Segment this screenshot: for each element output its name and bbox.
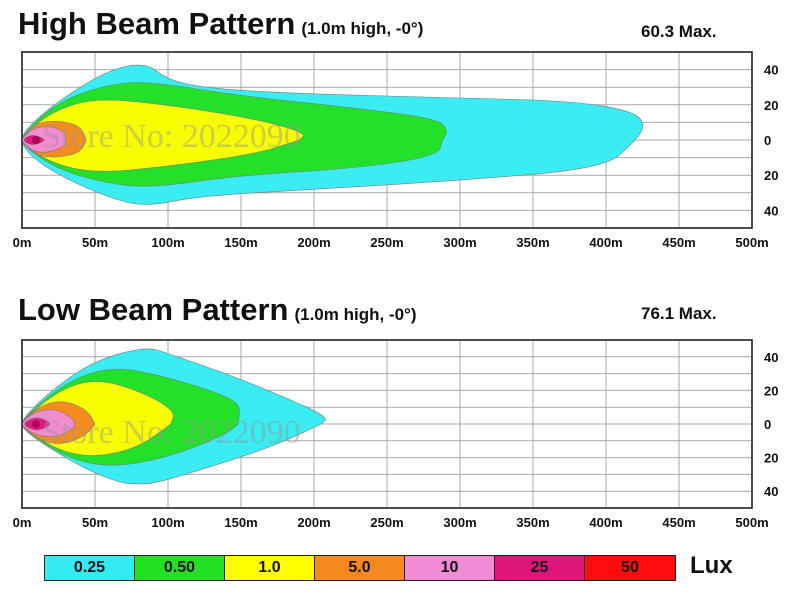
max-annotation-low: 76.1 Max.: [641, 304, 717, 323]
chart-title-text: Low Beam Pattern: [18, 292, 289, 327]
x-tick-label: 150m: [224, 235, 257, 250]
y-tick-label: 40: [764, 484, 778, 499]
x-tick-label: 250m: [370, 235, 403, 250]
x-tick-label: 50m: [82, 235, 108, 250]
x-tick-label: 300m: [443, 515, 476, 530]
x-tick-label: 400m: [589, 515, 622, 530]
x-tick-label: 450m: [662, 515, 695, 530]
chart-title-low: Low Beam Pattern (1.0m high, -0°): [18, 292, 416, 328]
lux-legend: 0.25 0.50 1.0 5.0 10 25 50: [44, 555, 676, 581]
y-tick-label: 20: [764, 98, 778, 113]
x-tick-label: 0m: [13, 235, 32, 250]
source-marker: [32, 420, 40, 428]
x-tick-label: 200m: [297, 235, 330, 250]
watermark-low: Store No: 2022090: [42, 414, 301, 451]
x-tick-label: 200m: [297, 515, 330, 530]
watermark-high: Store No: 2022090: [42, 118, 301, 155]
x-tick-label: 100m: [151, 515, 184, 530]
chart-title-text: High Beam Pattern: [18, 6, 296, 41]
legend-swatch-1_0: 1.0: [225, 556, 315, 580]
x-tick-label: 400m: [589, 235, 622, 250]
y-tick-label: 0: [764, 417, 771, 432]
contour-1_0-lux: [21, 99, 304, 172]
x-tick-label: 250m: [370, 515, 403, 530]
y-tick-label: 20: [764, 383, 778, 398]
y-tick-label: 40: [764, 350, 778, 365]
legend-swatch-5_0: 5.0: [315, 556, 405, 580]
x-tick-label: 500m: [735, 235, 768, 250]
x-tick-label: 300m: [443, 235, 476, 250]
x-tick-label: 350m: [516, 235, 549, 250]
x-tick-label: 150m: [224, 515, 257, 530]
chart-title-high: High Beam Pattern (1.0m high, -0°): [18, 6, 423, 42]
chart-0: 0m 50m 100m 150m 200m 250m 300m 350m 400m 450m 500…: [13, 51, 778, 250]
plot-border: [21, 339, 753, 509]
y-tick-label: 40: [764, 63, 778, 78]
chart-subtitle: (1.0m high, -0°): [294, 305, 417, 324]
x-tick-label: 100m: [151, 235, 184, 250]
y-tick-label: 40: [764, 203, 778, 218]
legend-swatch-10: 10: [405, 556, 495, 580]
x-tick-label: 500m: [735, 515, 768, 530]
chart-1: 0m 50m 100m 150m 200m 250m 300m 350m 400m 450m 500…: [13, 339, 778, 530]
legend-swatch-0_50: 0.50: [135, 556, 225, 580]
plot-border: [21, 51, 753, 229]
legend-unit: Lux: [690, 552, 733, 579]
x-tick-label: 0m: [13, 515, 32, 530]
max-annotation-high: 60.3 Max.: [641, 22, 717, 41]
x-tick-label: 50m: [82, 515, 108, 530]
y-tick-label: 0: [764, 133, 771, 148]
y-tick-label: 20: [764, 451, 778, 466]
chart-subtitle: (1.0m high, -0°): [301, 19, 424, 38]
y-tick-label: 20: [764, 168, 778, 183]
legend-swatch-50: 50: [585, 556, 675, 580]
source-marker: [32, 136, 40, 144]
x-tick-label: 350m: [516, 515, 549, 530]
x-tick-label: 450m: [662, 235, 695, 250]
legend-swatch-0_25: 0.25: [45, 556, 135, 580]
legend-swatch-25: 25: [495, 556, 585, 580]
